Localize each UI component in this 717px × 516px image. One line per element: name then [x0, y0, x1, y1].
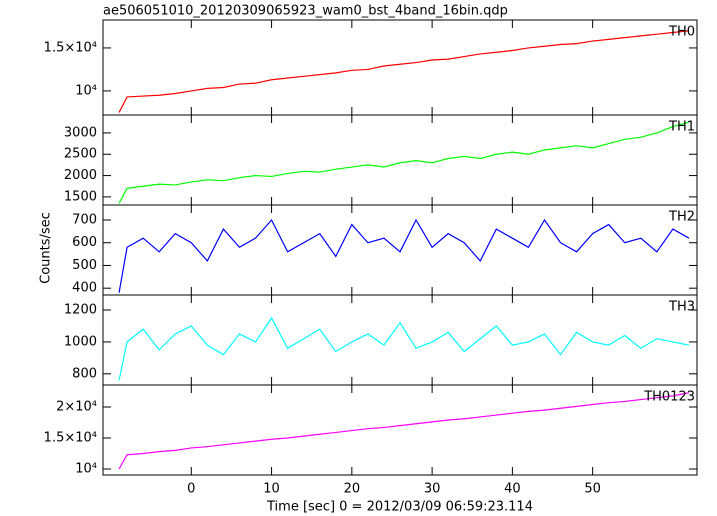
- series-name: TH3: [668, 300, 695, 315]
- x-tick-label: 0: [187, 482, 195, 497]
- y-tick-label: 1500: [64, 189, 97, 204]
- y-axis-label: Counts/sec: [39, 212, 54, 284]
- panel-frame: [102, 19, 698, 116]
- series-name: TH2: [668, 210, 695, 225]
- x-tick-label: 10: [263, 482, 280, 497]
- series-name: TH1: [668, 120, 695, 135]
- y-tick-label: 700: [72, 213, 97, 228]
- y-tick-label: 500: [72, 258, 97, 273]
- data-line: [118, 392, 690, 470]
- y-tick-label: 2000: [64, 168, 97, 183]
- y-tick-label: 3000: [64, 125, 97, 140]
- data-line: [118, 316, 690, 381]
- y-tick-label: 400: [72, 281, 97, 296]
- y-tick-label: 2500: [64, 147, 97, 162]
- y-tick-label: 1200: [64, 303, 97, 318]
- x-axis-label: Time [sec] 0 = 2012/03/09 06:59:23.114: [266, 500, 533, 515]
- panel-frame: [102, 384, 698, 476]
- y-tick-label: 2×10⁴: [56, 400, 97, 415]
- series-name: TH0: [668, 25, 695, 40]
- panel-frame: [102, 294, 698, 386]
- y-tick-label: 1.5×10⁴: [44, 430, 97, 445]
- x-tick-label: 30: [424, 482, 441, 497]
- series-name: TH0123: [643, 390, 695, 405]
- x-tick-label: 50: [584, 482, 601, 497]
- chart-title: ae506051010_20120309065923_wam0_bst_4ban…: [103, 4, 508, 19]
- y-tick-label: 10⁴: [75, 461, 97, 476]
- data-line: [118, 30, 690, 113]
- y-tick-label: 10⁴: [75, 83, 97, 98]
- y-tick-label: 800: [72, 366, 97, 381]
- x-tick-label: 40: [504, 482, 521, 497]
- y-tick-label: 600: [72, 235, 97, 250]
- y-tick-label: 1.5×10⁴: [44, 40, 97, 55]
- data-line: [118, 121, 690, 204]
- panel-frame: [102, 114, 698, 206]
- panel-frame: [102, 204, 698, 296]
- data-line: [118, 218, 690, 293]
- y-tick-label: 1000: [64, 334, 97, 349]
- x-tick-label: 20: [344, 482, 361, 497]
